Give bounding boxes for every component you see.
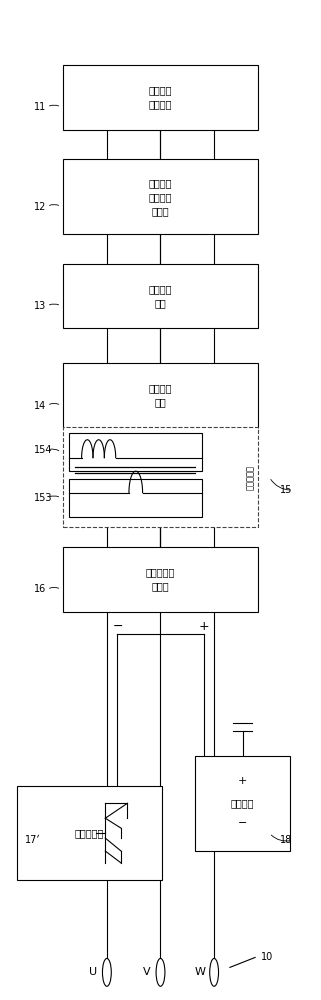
Text: 偶压变压器: 偶压变压器 xyxy=(246,465,255,490)
Bar xyxy=(63,363,258,428)
Text: 15: 15 xyxy=(280,485,293,495)
Text: 153: 153 xyxy=(34,493,53,503)
Text: 16: 16 xyxy=(34,584,47,594)
Bar xyxy=(63,547,258,612)
Text: 高压电源: 高压电源 xyxy=(231,798,254,808)
Text: 电子枪栋极: 电子枪栋极 xyxy=(75,828,104,838)
Text: 第二整流滤
波电路: 第二整流滤 波电路 xyxy=(146,568,175,592)
Text: +: + xyxy=(198,620,209,633)
Text: 10: 10 xyxy=(261,952,274,962)
Text: 第一逆变
与整流滤
波电路: 第一逆变 与整流滤 波电路 xyxy=(149,178,172,216)
Bar xyxy=(63,264,258,328)
Text: 14: 14 xyxy=(34,401,47,411)
Text: U: U xyxy=(89,967,97,977)
Text: 11: 11 xyxy=(34,102,47,112)
Bar xyxy=(63,427,258,527)
Text: 谐振变换
电路: 谐振变换 电路 xyxy=(149,384,172,408)
Text: 第二逆变
电路: 第二逆变 电路 xyxy=(149,284,172,308)
Text: +: + xyxy=(238,776,247,786)
Text: −: − xyxy=(238,818,247,828)
Bar xyxy=(195,756,290,851)
Bar xyxy=(63,159,258,234)
Bar xyxy=(63,65,258,130)
Text: 18: 18 xyxy=(280,835,293,845)
Text: 17: 17 xyxy=(25,835,37,845)
Text: V: V xyxy=(143,967,150,977)
Text: −: − xyxy=(112,620,123,633)
Bar xyxy=(69,479,202,517)
Text: 工频整流
滤波电路: 工频整流 滤波电路 xyxy=(149,85,172,109)
Text: 12: 12 xyxy=(34,202,47,212)
Bar xyxy=(17,786,162,880)
Text: 154: 154 xyxy=(34,445,53,455)
Text: W: W xyxy=(195,967,205,977)
Bar xyxy=(69,433,202,471)
Text: 13: 13 xyxy=(34,301,47,311)
